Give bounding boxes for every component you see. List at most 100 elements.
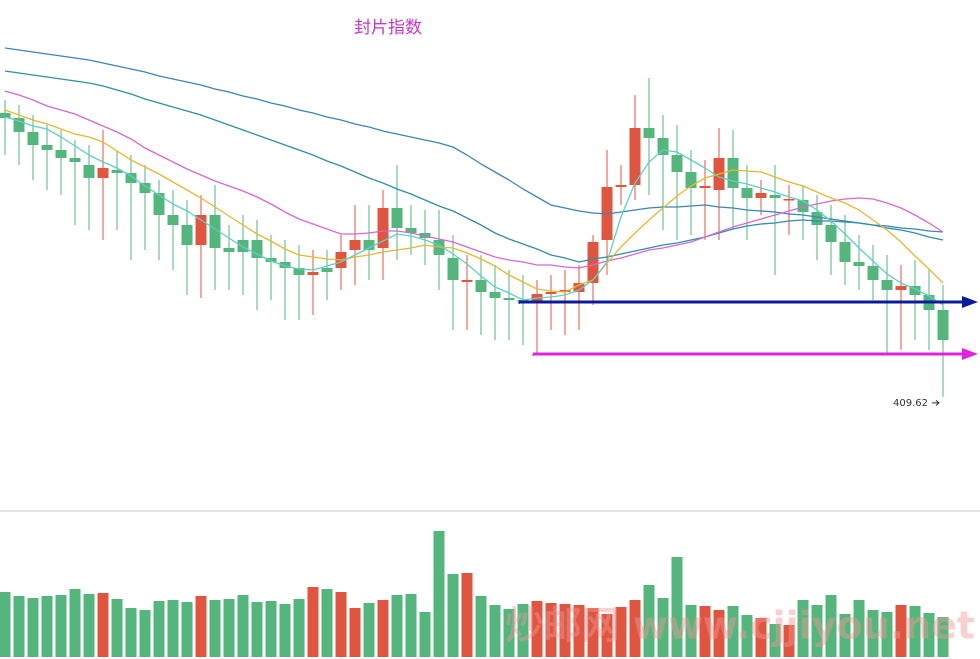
volume-bar (447, 574, 459, 657)
volume-bar (251, 602, 263, 657)
candle-body (937, 310, 949, 340)
chart-title: 封片指数 (354, 18, 422, 38)
candle-body (223, 248, 235, 252)
candle-body (153, 193, 165, 215)
volume-bar (671, 557, 683, 657)
candle-body (881, 280, 893, 290)
volume-bar (27, 598, 39, 657)
volume-bar (867, 610, 879, 657)
watermark: 炒邮网 www.cjjiyou.net (505, 604, 975, 648)
volume-bar (545, 603, 557, 657)
volume-bar (811, 605, 823, 657)
candle-body (657, 138, 669, 155)
volume-bar (839, 614, 851, 657)
ma-line (4, 47, 944, 233)
candle-body (237, 240, 249, 252)
ma-line (4, 109, 944, 293)
volume-bar (895, 605, 907, 657)
candle-body (209, 215, 221, 248)
volume-bar (139, 610, 151, 657)
volume-bar (559, 604, 571, 657)
volume-bar (531, 601, 543, 657)
candle-body (475, 280, 487, 292)
candle-body (279, 262, 291, 268)
volume-bar (727, 606, 739, 657)
candle-body (685, 172, 697, 188)
candle-body (489, 292, 501, 298)
candle-body (503, 298, 515, 300)
volume-bar (461, 573, 473, 657)
volume-bar (349, 608, 361, 657)
volume-bar (97, 593, 109, 657)
candle-body (545, 292, 557, 294)
candle-body (461, 280, 473, 282)
candle-body (587, 242, 599, 283)
ma-line (4, 70, 944, 263)
volume-bar (209, 600, 221, 657)
volume-bar (265, 601, 277, 657)
volume-bar (769, 624, 781, 657)
candle-body (41, 145, 53, 150)
volume-bar (363, 603, 375, 657)
candle-body (573, 283, 585, 292)
volume-bar (83, 594, 95, 657)
candle-body (83, 165, 95, 178)
volume-bar (699, 606, 711, 657)
candle-body (405, 228, 417, 233)
candle-body (727, 158, 739, 188)
volume-bar (657, 598, 669, 657)
volume-bar (0, 592, 11, 657)
volume-bar (643, 585, 655, 657)
candle-body (55, 150, 67, 158)
candle-body (797, 200, 809, 212)
volume-bar (713, 610, 725, 657)
candle-body (377, 208, 389, 248)
candle-body (27, 132, 39, 145)
volume-bar (685, 605, 697, 657)
volume-bar (517, 604, 529, 657)
candle-body (139, 183, 151, 193)
candle-body (811, 212, 823, 225)
candle-body (111, 170, 123, 173)
volume-bar (391, 595, 403, 657)
volume-bar (797, 600, 809, 657)
volume-bar (937, 617, 949, 657)
volume-bar (307, 587, 319, 657)
volume-bar (195, 596, 207, 657)
candle-body (97, 168, 109, 178)
candle-body (643, 128, 655, 138)
candle-body (363, 240, 375, 250)
volume-bar (783, 625, 795, 657)
candle-body (615, 185, 627, 187)
volume-bar (853, 600, 865, 657)
candle-body (769, 195, 781, 198)
candle-body (629, 128, 641, 185)
candle-body (839, 242, 851, 262)
candle-body (741, 188, 753, 198)
candle-body (853, 262, 865, 266)
volume-bar (601, 614, 613, 657)
volume-bar (293, 599, 305, 657)
volume-bar (181, 602, 193, 657)
volume-bar (13, 596, 25, 657)
candle-body (349, 240, 361, 250)
ma-line (4, 90, 944, 269)
candle-body (195, 215, 207, 245)
volume-bar (167, 600, 179, 657)
volume-bar (69, 589, 81, 657)
volume-bar (587, 608, 599, 657)
candle-body (825, 225, 837, 242)
low-price-arrow (932, 400, 940, 406)
arrow-head (962, 348, 978, 360)
volume-bar (335, 592, 347, 657)
volume-bar (153, 601, 165, 657)
volume-bar (433, 531, 445, 657)
volume-bar (615, 607, 627, 657)
volume-bar (741, 615, 753, 657)
volume-bar (825, 595, 837, 657)
candle-body (699, 186, 711, 188)
candle-body (0, 113, 11, 118)
low-price-label: 409.62 (893, 398, 928, 409)
